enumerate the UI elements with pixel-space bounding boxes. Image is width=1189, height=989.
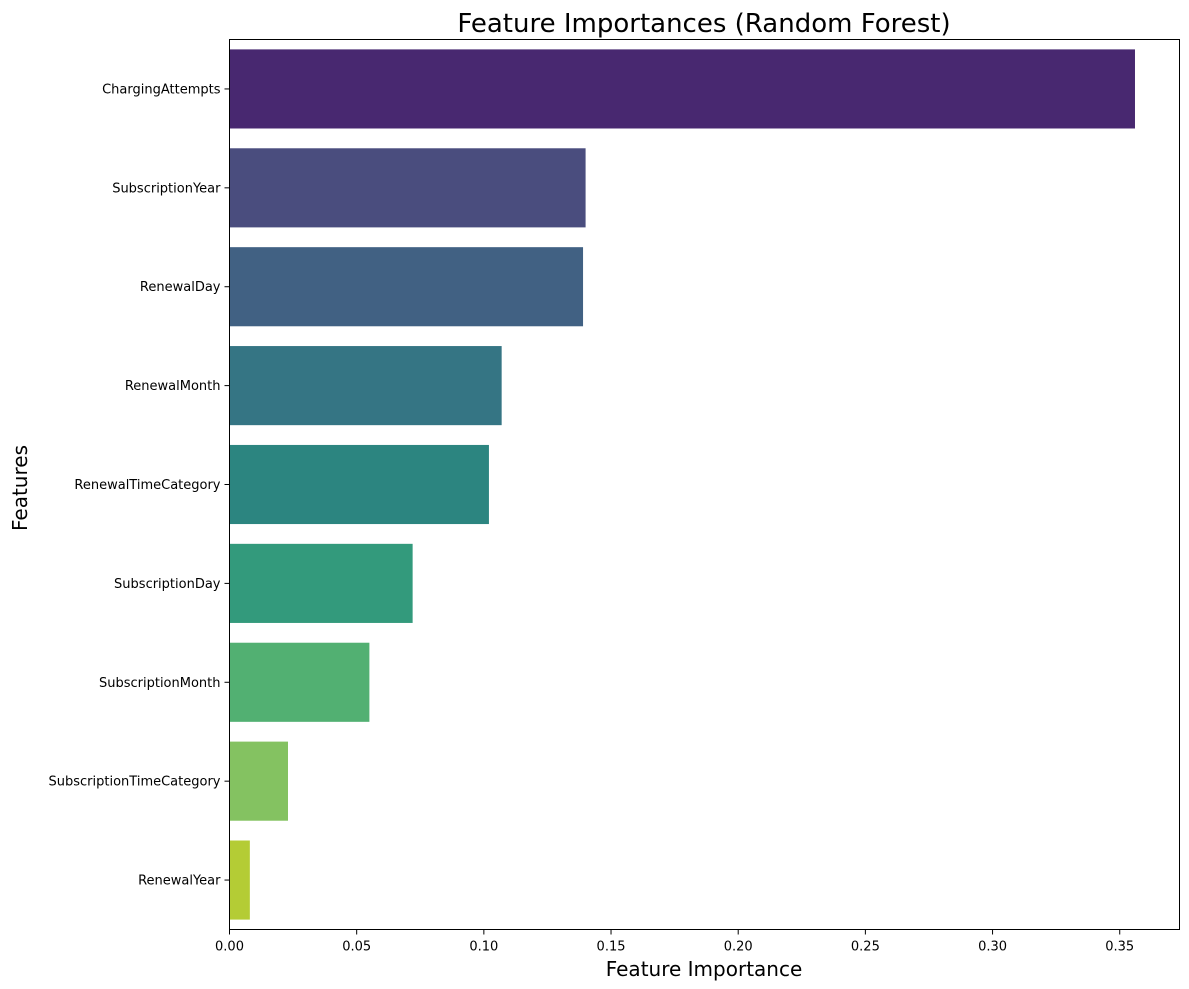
bar-ChargingAttempts [229,49,1135,129]
y-axis-label: Features [8,445,32,531]
y-tick-label: RenewalYear [138,874,221,889]
bars-group [229,49,1135,920]
x-tick-label: 0.30 [978,940,1007,955]
x-tick-label: 0.25 [851,940,880,955]
bar-RenewalMonth [229,346,502,426]
bar-SubscriptionYear [229,148,586,228]
y-tick-label: RenewalMonth [125,379,221,394]
bar-SubscriptionDay [229,543,413,623]
y-tick-label: RenewalDay [140,280,221,295]
bar-RenewalYear [229,840,250,920]
plot-frame [229,39,1180,930]
y-tick-label: SubscriptionMonth [99,676,221,691]
x-tick-label: 0.15 [597,940,626,955]
y-tick-label: SubscriptionTimeCategory [49,775,221,790]
y-tick-label: RenewalTimeCategory [74,478,220,493]
x-axis-label: Feature Importance [606,957,803,981]
x-tick-label: 0.10 [469,940,498,955]
x-tick-label: 0.20 [724,940,753,955]
y-tick-label: SubscriptionYear [112,181,221,196]
chart-title: Feature Importances (Random Forest) [457,9,950,39]
y-tick-label: ChargingAttempts [102,82,221,97]
x-tick-label: 0.35 [1105,940,1134,955]
bar-SubscriptionMonth [229,642,370,722]
x-tick-label: 0.05 [342,940,371,955]
y-ticks-group: ChargingAttempts SubscriptionYear RenewalD… [49,82,230,889]
x-tick-label: 0.00 [215,940,244,955]
x-ticks-group: 0.00 0.05 0.10 0.15 0.20 0.25 0.30 0.35 [215,929,1134,955]
bar-SubscriptionTimeCategory [229,741,289,821]
bar-RenewalDay [229,247,584,327]
bar-RenewalTimeCategory [229,444,489,525]
y-tick-label: SubscriptionDay [114,577,221,592]
